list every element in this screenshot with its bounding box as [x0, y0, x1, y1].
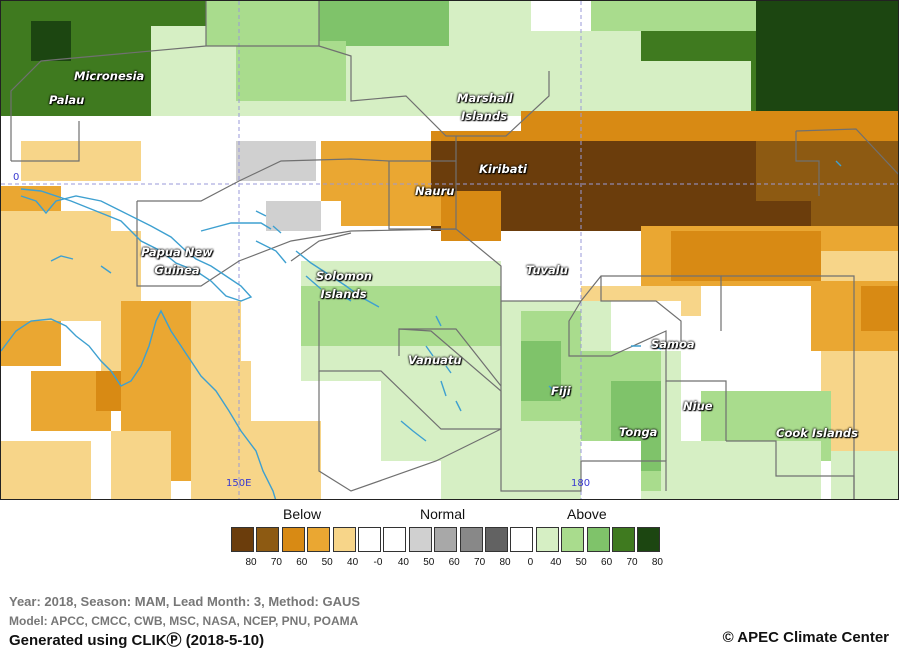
- raster-cell: [1, 441, 91, 499]
- legend-swatch: [510, 527, 534, 552]
- legend-swatch: [459, 527, 483, 552]
- legend-tick: 80: [245, 557, 257, 568]
- legend-normal-label: Normal: [420, 506, 466, 522]
- legend-swatch: [281, 527, 305, 552]
- legend-tick: 80: [499, 557, 511, 568]
- label-marshall-islands: Marshall Islands: [457, 91, 513, 123]
- legend-swatch: [307, 527, 331, 552]
- legend-tick: 50: [575, 557, 587, 568]
- raster-cell: [831, 451, 898, 499]
- legend-tick: -0: [373, 557, 383, 568]
- label-kiribati: Kiribati: [479, 162, 527, 176]
- legend-swatch: [586, 527, 610, 552]
- raster-cell: [301, 286, 501, 346]
- label-samoa: Samoa: [651, 337, 695, 351]
- raster-cell: [591, 1, 761, 31]
- legend-swatch: [358, 527, 381, 552]
- raster-cell: [236, 141, 316, 181]
- raster-cell: [111, 431, 171, 499]
- legend-swatch: [485, 527, 508, 552]
- legend-tick: 50: [321, 557, 333, 568]
- label-fiji: Fiji: [551, 384, 571, 398]
- coastlines: [1, 160, 842, 499]
- raster-cell: [671, 231, 821, 281]
- raster-cell: [11, 81, 121, 111]
- gridlines: [1, 1, 898, 499]
- raster-cell: [611, 301, 681, 351]
- legend-tick: 70: [474, 557, 486, 568]
- label-tonga: Tonga: [619, 425, 658, 439]
- legend-tick: 60: [448, 557, 460, 568]
- legend-swatch: [383, 527, 407, 552]
- copyright-line: © APEC Climate Center: [722, 629, 889, 646]
- legend-tick: 60: [601, 557, 613, 568]
- legend-tick: 40: [397, 557, 409, 568]
- lon-150-label: 150E: [226, 478, 251, 489]
- legend-tick: 50: [423, 557, 435, 568]
- raster-cell: [241, 421, 321, 499]
- raster-cell: [266, 201, 321, 231]
- lat-0-label: 0: [13, 172, 19, 183]
- forecast-raster: [1, 1, 898, 499]
- raster-cell: [206, 1, 321, 46]
- label-palau: Palau: [49, 93, 85, 107]
- legend-swatch: [231, 527, 254, 552]
- map-overlay: 0 150E 180: [1, 1, 898, 499]
- year-season-line: Year: 2018, Season: MAM, Lead Month: 3, …: [9, 594, 361, 609]
- label-micronesia: Micronesia: [74, 69, 145, 83]
- raster-cell: [661, 441, 821, 499]
- legend-tick: 0: [527, 557, 534, 568]
- raster-cell: [31, 21, 71, 61]
- model-line: Model: APCC, CMCC, CWB, MSC, NASA, NCEP,…: [9, 614, 359, 628]
- legend-tick: 70: [270, 557, 282, 568]
- raster-cell: [319, 1, 449, 46]
- probability-legend: Below Normal Above 80 70 60 50 40 -0 40 50 60 70 8…: [229, 506, 669, 576]
- eez-borders: [10, 1, 898, 499]
- legend-swatch: [612, 527, 635, 552]
- raster-cell: [756, 1, 898, 111]
- raster-cell: [341, 191, 441, 226]
- legend-tick: 60: [296, 557, 308, 568]
- generated-line: Generated using CLIKⓅ (2018-5-10): [9, 632, 265, 649]
- legend-tick: 40: [550, 557, 562, 568]
- raster-cell: [236, 41, 346, 101]
- label-cook-islands: Cook Islands: [776, 426, 858, 440]
- label-nauru: Nauru: [415, 184, 455, 198]
- raster-cell: [61, 231, 141, 311]
- legend-above-label: Above: [567, 506, 607, 522]
- legend-below-label: Below: [283, 506, 322, 522]
- raster-cell: [451, 1, 531, 96]
- legend-swatch: [561, 527, 585, 552]
- raster-cell: [861, 286, 898, 331]
- raster-cell: [581, 441, 641, 499]
- legend-swatch: [434, 527, 458, 552]
- legend-tick: 40: [347, 557, 359, 568]
- label-papua-new-guinea: Papua New Guinea: [141, 245, 213, 277]
- legend-swatch: [332, 527, 356, 552]
- legend-swatch: [535, 527, 559, 552]
- legend-swatch: [256, 527, 280, 552]
- label-vanuatu: Vanuatu: [408, 353, 462, 367]
- raster-cell: [811, 191, 898, 231]
- legend-tick: 70: [626, 557, 638, 568]
- raster-cell: [151, 1, 211, 26]
- legend-swatch: [408, 527, 432, 552]
- lon-180-label: 180: [571, 478, 590, 489]
- label-tuvalu: Tuvalu: [526, 263, 568, 277]
- label-solomon-islands: Solomon Islands: [316, 269, 373, 301]
- raster-cell: [441, 191, 501, 241]
- label-niue: Niue: [683, 399, 713, 413]
- legend-swatch: [637, 527, 661, 552]
- legend-tick: 80: [651, 557, 663, 568]
- forecast-map: 0 150E 180 Micronesia Palau Marshall Isl…: [0, 0, 899, 500]
